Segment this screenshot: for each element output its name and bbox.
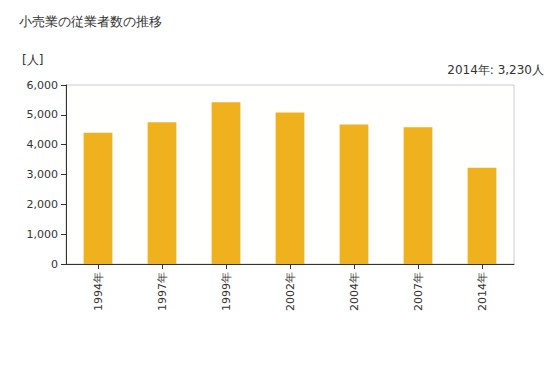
svg-text:[人]: [人]: [22, 53, 43, 67]
svg-text:3,000: 3,000: [27, 168, 59, 181]
svg-text:0: 0: [51, 258, 58, 271]
svg-text:2,000: 2,000: [27, 198, 59, 211]
svg-text:6,000: 6,000: [27, 79, 59, 92]
svg-text:1,000: 1,000: [27, 228, 59, 241]
svg-text:2014年: 2014年: [476, 272, 489, 311]
svg-text:2004年: 2004年: [348, 272, 361, 311]
svg-text:小売業の従業者数の推移: 小売業の従業者数の推移: [19, 14, 162, 29]
svg-text:5,000: 5,000: [27, 108, 59, 121]
svg-text:1997年: 1997年: [156, 272, 169, 311]
svg-text:2014年: 3,230人: 2014年: 3,230人: [447, 63, 544, 77]
svg-text:1999年: 1999年: [220, 272, 233, 311]
svg-text:2002年: 2002年: [284, 272, 297, 311]
svg-text:4,000: 4,000: [27, 138, 59, 151]
svg-text:1994年: 1994年: [92, 272, 105, 311]
svg-text:2007年: 2007年: [412, 272, 425, 311]
